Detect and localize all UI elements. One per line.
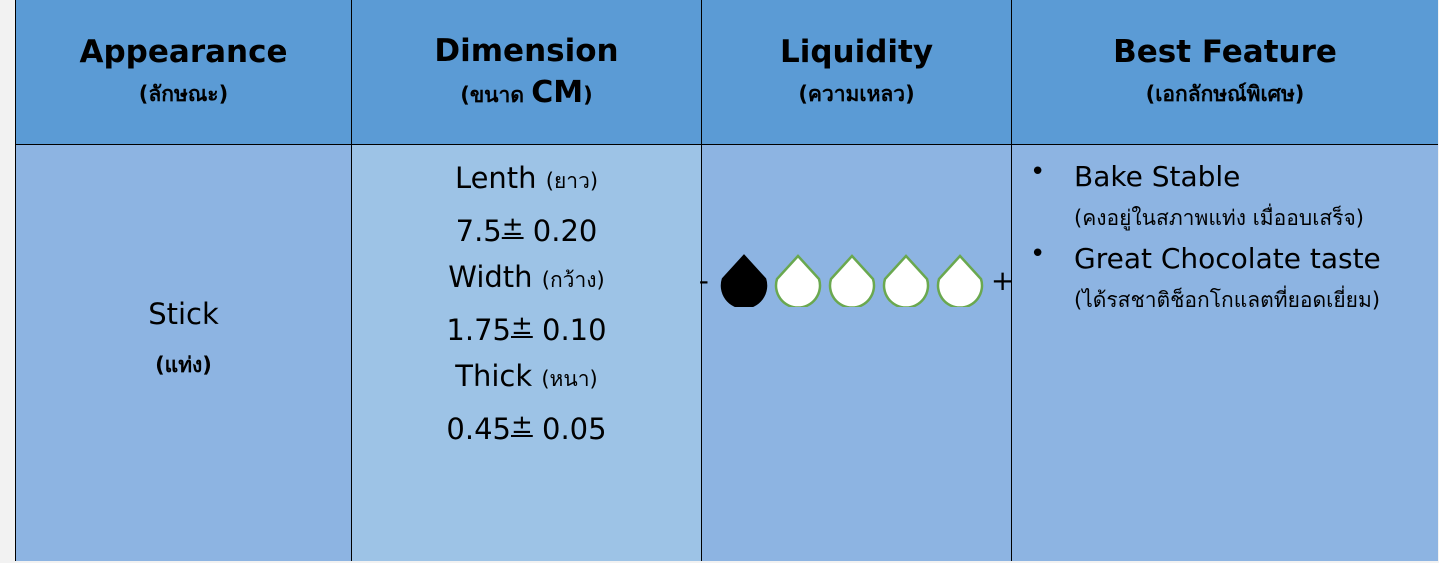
header-title: Best Feature bbox=[1113, 34, 1337, 70]
text: 0.10 bbox=[542, 313, 607, 347]
drop bbox=[828, 254, 876, 307]
feature-note: (ได้รสชาติช็อกโกแลตที่ยอดเยี่ยม) bbox=[1074, 288, 1381, 312]
header-cell: Liquidity (ความเหลว) bbox=[701, 0, 1011, 145]
text: Thick bbox=[455, 359, 533, 393]
header-title: Appearance bbox=[79, 34, 288, 70]
text: (กว้าง) bbox=[541, 268, 605, 292]
header-title: Dimension bbox=[434, 33, 619, 69]
feature-title: Great Chocolate taste bbox=[1074, 242, 1381, 275]
header-subtitle: (ความเหลว) bbox=[798, 74, 914, 114]
feature-list: • Bake Stable (คงอยู่ในสภาพแท่ง เมื่ออบเสร… bbox=[1012, 157, 1438, 321]
drops bbox=[720, 254, 984, 307]
header-cell: Dimension (ขนาด CM) bbox=[351, 0, 701, 145]
dimension-value: 0.45± 0.05 bbox=[446, 402, 606, 452]
text: ± bbox=[510, 311, 533, 341]
text: (ความเหลว) bbox=[798, 82, 915, 106]
feature-item: • Bake Stable (คงอยู่ในสภาพแท่ง เมื่ออบเสร… bbox=[1012, 157, 1438, 239]
bullet: • bbox=[1030, 239, 1046, 269]
liquidity-cell: - + bbox=[699, 145, 1014, 561]
text: (แท่ง) bbox=[155, 353, 212, 377]
text: 0.05 bbox=[542, 412, 607, 446]
text: ± bbox=[510, 410, 533, 440]
header-subtitle: (ลักษณะ) bbox=[139, 74, 228, 114]
dimension-label: Width (กว้าง) bbox=[448, 254, 604, 303]
header-title: Liquidity bbox=[779, 34, 934, 70]
header-subtitle: (ขนาด CM) bbox=[460, 73, 593, 115]
text: ) bbox=[583, 83, 593, 107]
liquidity-scale: - + bbox=[698, 253, 1015, 307]
drop bbox=[936, 254, 984, 307]
header-cell: Appearance (ลักษณะ) bbox=[16, 0, 351, 145]
drop bbox=[882, 254, 930, 307]
bullet: • bbox=[1030, 157, 1046, 187]
feature-item: • Great Chocolate taste (ได้รสชาติช็อกโกแล… bbox=[1012, 239, 1438, 321]
text: Stick bbox=[148, 297, 219, 331]
text: (ลักษณะ) bbox=[138, 82, 229, 106]
text: 7.5 bbox=[455, 214, 502, 248]
dimension-value: 1.75± 0.10 bbox=[446, 303, 606, 353]
feature-title: Bake Stable bbox=[1074, 160, 1241, 193]
text: (เอกลักษณ์พิเศษ) bbox=[1145, 82, 1305, 106]
text: (ยาว) bbox=[545, 169, 599, 193]
header-subtitle: (เอกลักษณ์พิเศษ) bbox=[1146, 74, 1305, 114]
text: 1.75 bbox=[446, 313, 511, 347]
dimension-label: Lenth (ยาว) bbox=[455, 155, 598, 204]
text: Lenth bbox=[454, 161, 537, 195]
feature-note: (คงอยู่ในสภาพแท่ง เมื่ออบเสร็จ) bbox=[1074, 206, 1364, 230]
text: ± bbox=[501, 212, 524, 242]
text: CM bbox=[531, 75, 584, 110]
max-label: + bbox=[990, 263, 1015, 297]
drop bbox=[720, 254, 768, 307]
drop bbox=[774, 254, 822, 307]
dimension-value: 7.5± 0.20 bbox=[456, 204, 598, 254]
header-cell: Best Feature (เอกลักษณ์พิเศษ) bbox=[1011, 0, 1438, 145]
text: Width bbox=[448, 260, 533, 294]
dimension-cell: Lenth (ยาว) 7.5± 0.20 Width (กว้าง) 1.75± 0… bbox=[351, 145, 701, 561]
min-label: - bbox=[698, 263, 709, 297]
text: 0.20 bbox=[532, 214, 598, 248]
appearance-cell: Stick (แท่ง) bbox=[16, 145, 351, 561]
text: (หนา) bbox=[541, 367, 598, 391]
feature-cell: • Bake Stable (คงอยู่ในสภาพแท่ง เมื่ออบเสร… bbox=[1011, 145, 1438, 561]
table: Appearance (ลักษณะ) Dimension (ขนาด CM) … bbox=[15, 0, 1438, 561]
text: (ขนาด bbox=[460, 83, 532, 107]
text: 0.45 bbox=[446, 412, 511, 446]
dimension-label: Thick (หนา) bbox=[455, 353, 598, 402]
